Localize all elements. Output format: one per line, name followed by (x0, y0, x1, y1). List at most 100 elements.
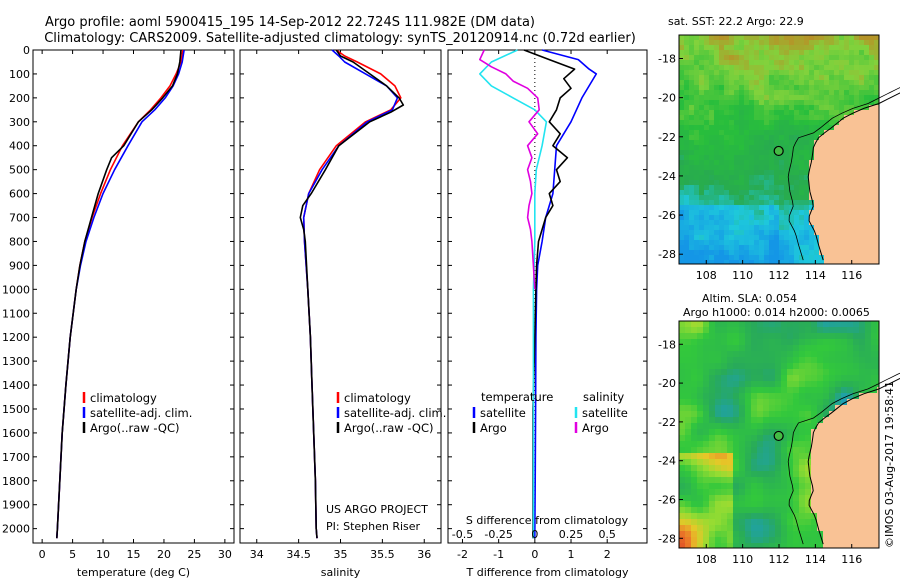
sla_map-ytick-label: -24 (658, 455, 676, 468)
sst_map-cell (824, 170, 829, 175)
sla_map-cell (853, 483, 859, 489)
sla_map-cell (739, 357, 745, 363)
sla_map-cell (733, 339, 739, 345)
sla_map-cell (727, 471, 733, 477)
sst_map-cell (749, 135, 754, 140)
sst_map-cell (869, 90, 874, 95)
sla_map-cell (793, 483, 799, 489)
sla_map-cell (691, 363, 697, 369)
sla_map-cell (679, 417, 685, 423)
sst_map-cell (804, 180, 809, 185)
sst_map-cell (704, 90, 709, 95)
sst_map-cell (809, 55, 814, 60)
sla_map-cell (721, 327, 727, 333)
sst_map-cell (799, 95, 804, 100)
sst_map-cell (789, 55, 794, 60)
sst_map-cell (704, 155, 709, 160)
sla_map-cell (745, 453, 751, 459)
sst_map-cell (869, 40, 874, 45)
sst_map-cell (694, 60, 699, 65)
sla_map-cell (745, 471, 751, 477)
sla_map-cell (781, 393, 787, 399)
sst_map-cell (719, 210, 724, 215)
sst_map-cell (709, 75, 714, 80)
sla_map-cell (859, 525, 865, 531)
temperature-xlabel: temperature (deg C) (77, 566, 190, 579)
sst_map-cell (694, 110, 699, 115)
sla_map-cell (697, 333, 703, 339)
sst_map-cell (859, 145, 864, 150)
sst_map-cell (709, 50, 714, 55)
sst_map-cell (694, 35, 699, 40)
sla_map-cell (853, 453, 859, 459)
sst_map-cell (789, 255, 794, 260)
sst_map-cell (804, 235, 809, 240)
sst_map-cell (734, 150, 739, 155)
sla_map-cell (727, 465, 733, 471)
sst_map-cell (699, 215, 704, 220)
sla_map-cell (823, 369, 829, 375)
sla_map-cell (745, 489, 751, 495)
sla_map-cell (751, 471, 757, 477)
sst_map-cell (709, 70, 714, 75)
sst_map-cell (759, 80, 764, 85)
sst_map-cell (794, 110, 799, 115)
sst_map-cell (834, 135, 839, 140)
sla_map-cell (859, 333, 865, 339)
sst_map-cell (739, 150, 744, 155)
sst_map-cell (794, 205, 799, 210)
sla_map-cell (715, 357, 721, 363)
sst_map-cell (699, 155, 704, 160)
sst_map-cell (824, 125, 829, 130)
sla_map-cell (733, 465, 739, 471)
sla_map-cell (763, 507, 769, 513)
sst_map-cell (789, 230, 794, 235)
sst_map-cell (774, 155, 779, 160)
sla_map-cell (829, 537, 835, 543)
sst_map-cell (724, 120, 729, 125)
sst_map-cell (809, 245, 814, 250)
sst_map-cell (679, 100, 684, 105)
sst_map-cell (869, 155, 874, 160)
sst_map-cell (829, 190, 834, 195)
sst_map-cell (794, 170, 799, 175)
sla_map-cell (739, 459, 745, 465)
sst_map-cell (784, 130, 789, 135)
sla_map-cell (847, 489, 853, 495)
sst_map-cell (789, 210, 794, 215)
sla_map-cell (859, 513, 865, 519)
sst_map-cell (874, 135, 879, 140)
sla_map-cell (799, 543, 805, 548)
sla_map-cell (877, 363, 879, 369)
sla_map-cell (829, 351, 835, 357)
sst_map-cell (854, 195, 859, 200)
sst_map-cell (764, 190, 769, 195)
sla_map-field (679, 321, 879, 548)
sst_map-cell (684, 175, 689, 180)
sla_map-cell (781, 321, 787, 327)
sst_map-cell (789, 105, 794, 110)
sla_map-cell (679, 459, 685, 465)
sla_map-cell (787, 375, 793, 381)
sla_map-cell (763, 411, 769, 417)
sst_map-cell (869, 110, 874, 115)
sst_map-cell (734, 100, 739, 105)
sla_map-cell (847, 399, 853, 405)
sst_map-cell (859, 155, 864, 160)
sst_map-cell (859, 105, 864, 110)
sla_map-cell (757, 513, 763, 519)
sla_map-cell (733, 363, 739, 369)
temperature-ytick-label: 1800 (2, 475, 30, 488)
sla_map-cell (865, 393, 871, 399)
sst_map-cell (844, 140, 849, 145)
sst_map-cell (824, 85, 829, 90)
sst_map-cell (709, 55, 714, 60)
sst_map-cell (789, 115, 794, 120)
sla_map-cell (715, 471, 721, 477)
sla_map-cell (817, 345, 823, 351)
sst_map-cell (869, 120, 874, 125)
sst_map-cell (819, 175, 824, 180)
sla_map-cell (835, 507, 841, 513)
temperature-panel: 0 5 10 15 20 25 300100200300400500600700800900… (2, 44, 235, 579)
sst_map-cell (794, 60, 799, 65)
